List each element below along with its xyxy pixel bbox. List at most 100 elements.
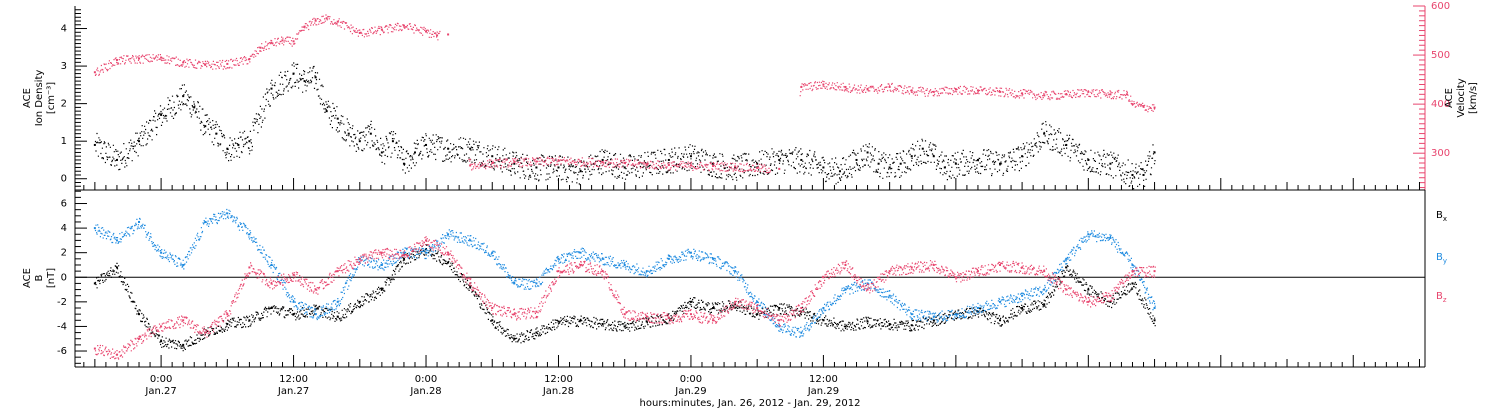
velocity-series-point: [932, 90, 935, 93]
velocity-series-point: [226, 62, 229, 65]
bx-series-point: [888, 322, 891, 325]
by-series-point: [270, 263, 273, 266]
ion-density-series-point: [822, 166, 825, 169]
velocity-series-point: [513, 161, 516, 164]
bz-series-point: [866, 288, 869, 291]
velocity-series-point: [1087, 90, 1090, 93]
bx-series-point: [932, 319, 935, 322]
bx-series-point: [535, 331, 538, 334]
ion-density-series-point: [193, 106, 196, 109]
ion-density-series-point: [557, 166, 560, 169]
velocity-series-point: [160, 56, 163, 59]
legend-subscript: z: [1443, 296, 1447, 304]
velocity-series-point: [248, 57, 251, 60]
bx-series-point: [402, 257, 405, 260]
ion-density-series-point: [292, 72, 295, 75]
bz-series-point: [667, 316, 670, 319]
date-tick-label: Jan.29: [674, 386, 706, 397]
ion-density-series-point: [601, 158, 604, 161]
bx-series-point: [579, 319, 582, 322]
b-tick-label: -6: [57, 346, 67, 357]
bx-series-point: [270, 307, 273, 309]
bz-series-point: [579, 263, 582, 266]
velocity-series-point: [778, 167, 781, 170]
ion-density-series-point: [877, 162, 880, 165]
ion-density-series-point: [579, 170, 582, 173]
bz-series-point: [1021, 266, 1024, 269]
velocity-series-point: [469, 164, 472, 167]
by-series-point: [623, 263, 626, 266]
bx-series-point: [844, 325, 847, 328]
velocity-series-point: [402, 24, 405, 27]
bx-series-point: [491, 319, 494, 322]
by-series-point: [910, 313, 913, 316]
velocity-series-point: [182, 61, 185, 64]
bx-series-point: [1087, 288, 1090, 291]
ion-density-series-point: [270, 87, 273, 90]
velocity-series-point: [270, 41, 273, 44]
ion-density-series-point: [910, 155, 913, 158]
bz-series-point: [1043, 270, 1046, 273]
velocity-label-line: Velocity: [1456, 78, 1467, 117]
bz-series-point: [380, 251, 383, 254]
velocity-series-point: [976, 89, 979, 92]
bz-series-point: [292, 273, 295, 276]
bz-series-point: [358, 257, 361, 260]
ion-density-series-point: [976, 158, 979, 161]
velocity-series: [93, 14, 1156, 174]
velocity-series-point: [645, 162, 648, 165]
velocity-series-point: [491, 162, 494, 165]
bz-series: [93, 236, 1156, 360]
bz-series-point: [844, 263, 847, 266]
ion-density-series-point: [138, 140, 141, 143]
bz-series-point: [425, 239, 428, 242]
ion-density-series-point: [1021, 155, 1024, 158]
bx-series-point: [93, 282, 96, 285]
bx-series-point: [712, 307, 715, 309]
legend-bx: Bx: [1436, 210, 1447, 223]
b-axis-label: ACEB[nT]: [22, 268, 57, 288]
bz-series-point: [645, 315, 648, 318]
bz-series-point: [756, 307, 759, 309]
by-series-point: [756, 300, 759, 303]
ion-density-series-point: [204, 125, 207, 128]
by-series-point: [601, 257, 604, 260]
bz-series-point: [535, 310, 538, 313]
by-series-point: [557, 257, 560, 260]
velocity-series-point: [999, 90, 1002, 93]
by-series: [93, 208, 1156, 338]
ion-density-series-point: [932, 155, 935, 158]
by-series-point: [712, 257, 715, 260]
velocity-series-point: [358, 31, 361, 34]
ion-density-series-point: [380, 151, 383, 154]
time-tick-label: 0:00: [150, 374, 172, 385]
by-series-point: [336, 300, 339, 303]
bz-series-point: [1153, 270, 1156, 273]
velocity-series-point: [115, 58, 118, 61]
bz-series-point: [976, 270, 979, 273]
by-series-point: [138, 220, 141, 223]
bz-series-point: [226, 313, 229, 316]
ion-density-series-point: [855, 158, 858, 161]
ion-density-series-point: [866, 151, 869, 154]
bz-series-point: [513, 313, 516, 316]
ion-density-series-point: [623, 166, 626, 169]
ion-density-series-point: [888, 166, 891, 169]
b-tick-label: 4: [61, 223, 67, 234]
velocity-series-point: [447, 33, 450, 36]
ion-density-series-point: [689, 155, 692, 158]
velocity-label-line: ACE: [1444, 88, 1455, 108]
ion-density-series-point: [954, 162, 957, 165]
velocity-tick-label: 400: [1431, 99, 1450, 110]
legend-label: B: [1436, 252, 1443, 263]
by-series-point: [115, 239, 118, 242]
bz-series-point: [204, 331, 207, 334]
by-series-point: [226, 212, 229, 215]
ion-density-series-point: [469, 147, 472, 150]
bx-series-scatter: [94, 244, 1156, 352]
time-tick-label: 0:00: [680, 374, 702, 385]
ion-density-series-point: [248, 140, 251, 143]
by-series-point: [1131, 263, 1134, 266]
bz-series-point: [932, 263, 935, 266]
time-tick-label: 12:00: [809, 374, 838, 385]
